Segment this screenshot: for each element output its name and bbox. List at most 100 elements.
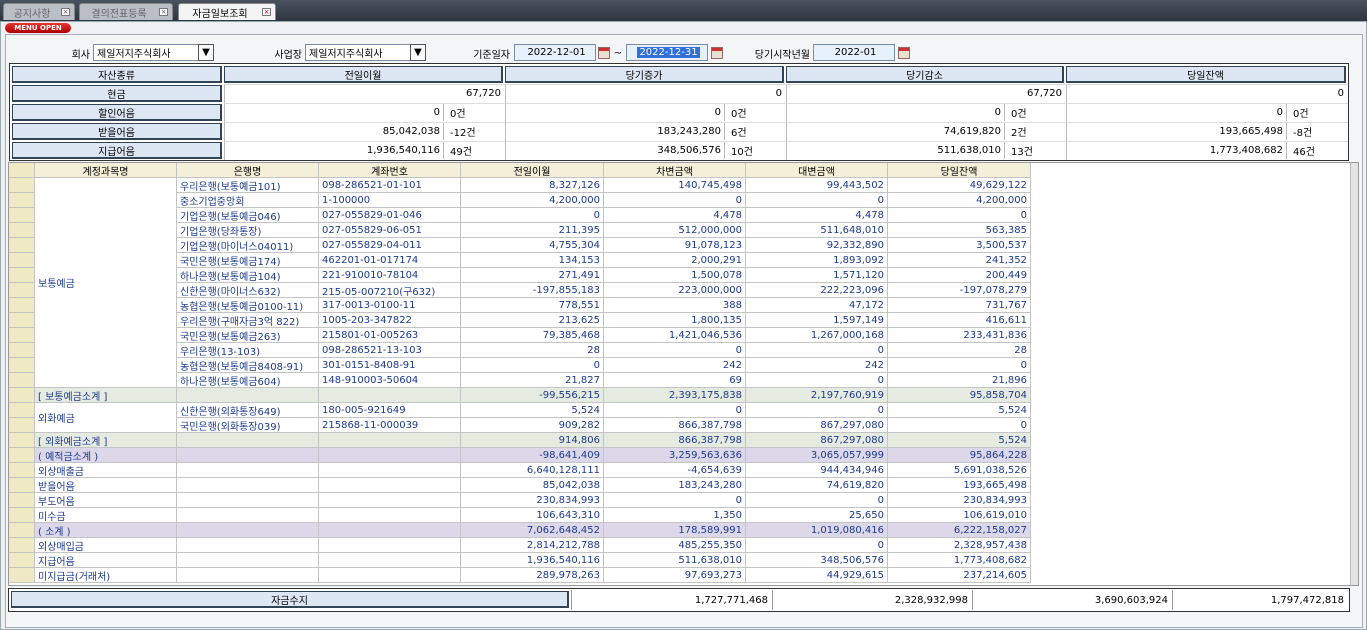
amount-cell: 1,500,078 bbox=[604, 268, 746, 283]
text-cell bbox=[177, 448, 319, 463]
row-indicator bbox=[9, 238, 35, 253]
text-cell: ( 소계 ) bbox=[35, 523, 177, 538]
text-cell bbox=[177, 493, 319, 508]
text-cell: 180-005-921649 bbox=[319, 403, 461, 418]
tab[interactable]: 공지사항 × bbox=[3, 3, 75, 20]
text-cell: 외상매출금 bbox=[35, 463, 177, 478]
tab-close[interactable]: × bbox=[159, 8, 168, 16]
summary-cell-frame bbox=[505, 141, 786, 160]
text-cell bbox=[177, 478, 319, 493]
date-selection[interactable]: 2022-12-31 bbox=[637, 47, 700, 58]
amount-cell: 95,864,228 bbox=[888, 448, 1031, 463]
tab-close[interactable]: × bbox=[61, 8, 70, 16]
amount-cell: 944,434,946 bbox=[746, 463, 888, 478]
amount-cell: 3,259,563,636 bbox=[604, 448, 746, 463]
amount-cell: 241,352 bbox=[888, 253, 1031, 268]
amount-cell: 1,773,408,682 bbox=[888, 553, 1031, 568]
date-to[interactable]: 2022-12-31 bbox=[626, 44, 708, 61]
row-indicator bbox=[9, 508, 35, 523]
text-cell: 027-055829-06-051 bbox=[319, 223, 461, 238]
row-indicator bbox=[9, 328, 35, 343]
amount-cell: 271,491 bbox=[461, 268, 604, 283]
amount-cell: 1,936,540,116 bbox=[461, 553, 604, 568]
amount-cell: 95,858,704 bbox=[888, 388, 1031, 403]
text-cell: 국민은행(보통예금174) bbox=[177, 253, 319, 268]
summary-amount: 0 bbox=[433, 107, 440, 118]
amount-cell: 183,243,280 bbox=[604, 478, 746, 493]
tab-label[interactable]: 자금일보조회 bbox=[192, 8, 248, 20]
column-header: 당일잔액 bbox=[888, 163, 1031, 178]
column-header: 전일이월 bbox=[461, 163, 604, 178]
amount-cell: 0 bbox=[746, 343, 888, 358]
menu-button[interactable]: MENU OPEN bbox=[5, 23, 71, 33]
summary-amount: 348,506,576 bbox=[657, 145, 721, 156]
tab-label[interactable]: 결의전표등록 bbox=[91, 8, 147, 20]
filter-label: 기준일자 bbox=[473, 49, 510, 61]
text-cell bbox=[319, 538, 461, 553]
footer-amount: 1,727,771,468 bbox=[571, 590, 772, 610]
amount-cell: 388 bbox=[604, 298, 746, 313]
text-cell: 우리은행(구매자금3억 822) bbox=[177, 313, 319, 328]
date-separator: ~ bbox=[613, 47, 623, 59]
date-from[interactable]: 2022-12-01 bbox=[514, 44, 596, 61]
dropdown-arrow[interactable]: ▼ bbox=[198, 44, 214, 61]
text-cell: 농협은행(보통예금0100-11) bbox=[177, 298, 319, 313]
summary-count: 0건 bbox=[1004, 104, 1066, 121]
amount-cell: 28 bbox=[461, 343, 604, 358]
amount-cell: -197,855,183 bbox=[461, 283, 604, 298]
summary-cell-frame bbox=[786, 141, 1066, 160]
summary-amount: 193,665,498 bbox=[1219, 126, 1283, 137]
amount-cell: -98,641,409 bbox=[461, 448, 604, 463]
tab-close[interactable]: × bbox=[262, 8, 271, 16]
amount-cell: 0 bbox=[746, 538, 888, 553]
summary-amount: 85,042,038 bbox=[382, 126, 440, 137]
text-cell: 부도어음 bbox=[35, 493, 177, 508]
text-cell bbox=[177, 463, 319, 478]
tab-strip bbox=[0, 0, 1367, 21]
amount-cell: 237,214,605 bbox=[888, 568, 1031, 583]
summary-amount: 0 bbox=[994, 107, 1001, 118]
text-cell: 우리은행(13-103) bbox=[177, 343, 319, 358]
column-header: 계정과목명 bbox=[35, 163, 177, 178]
start-month[interactable]: 2022-01 bbox=[813, 44, 895, 61]
amount-cell: 8,327,126 bbox=[461, 178, 604, 193]
tab[interactable]: 자금일보조회 × bbox=[178, 3, 276, 20]
text-cell: 462201-01-017174 bbox=[319, 253, 461, 268]
row-indicator bbox=[9, 253, 35, 268]
summary-cell-frame bbox=[224, 122, 505, 141]
row-indicator bbox=[9, 493, 35, 508]
column-header: 대변금액 bbox=[746, 163, 888, 178]
amount-cell: 222,223,096 bbox=[746, 283, 888, 298]
amount-cell: 511,638,010 bbox=[604, 553, 746, 568]
dropdown-arrow[interactable]: ▼ bbox=[410, 44, 426, 61]
amount-cell: 289,978,263 bbox=[461, 568, 604, 583]
tab[interactable]: 결의전표등록 × bbox=[79, 3, 173, 20]
tab-label[interactable]: 공지사항 bbox=[13, 8, 51, 20]
text-cell: 하나은행(보통예금104) bbox=[177, 268, 319, 283]
summary-count: 0건 bbox=[1286, 104, 1348, 121]
text-cell: 098-286521-13-103 bbox=[319, 343, 461, 358]
summary-count: 6건 bbox=[724, 123, 786, 140]
summary-header: 받을어음 bbox=[12, 123, 222, 140]
text-cell: 신한은행(마이너스632) bbox=[177, 283, 319, 298]
amount-cell: 74,619,820 bbox=[746, 478, 888, 493]
calendar-icon[interactable] bbox=[598, 47, 610, 59]
company-select[interactable]: 제일저지주식회사 bbox=[93, 44, 199, 61]
summary-amount: 0 bbox=[714, 107, 721, 118]
amount-cell: 21,896 bbox=[888, 373, 1031, 388]
amount-cell: 511,648,010 bbox=[746, 223, 888, 238]
text-cell: 국민은행(외화통장039) bbox=[177, 418, 319, 433]
summary-cell-frame bbox=[224, 103, 505, 122]
calendar-icon[interactable] bbox=[711, 47, 723, 59]
amount-cell: 97,693,273 bbox=[604, 568, 746, 583]
calendar-icon[interactable] bbox=[898, 47, 910, 59]
row-indicator bbox=[9, 208, 35, 223]
amount-cell: 4,755,304 bbox=[461, 238, 604, 253]
amount-cell: 6,640,128,111 bbox=[461, 463, 604, 478]
text-cell: 1005-203-347822 bbox=[319, 313, 461, 328]
row-indicator bbox=[9, 433, 35, 448]
amount-cell: 0 bbox=[888, 358, 1031, 373]
site-select[interactable]: 제일저지주식회사 bbox=[305, 44, 411, 61]
amount-cell: 1,893,092 bbox=[746, 253, 888, 268]
